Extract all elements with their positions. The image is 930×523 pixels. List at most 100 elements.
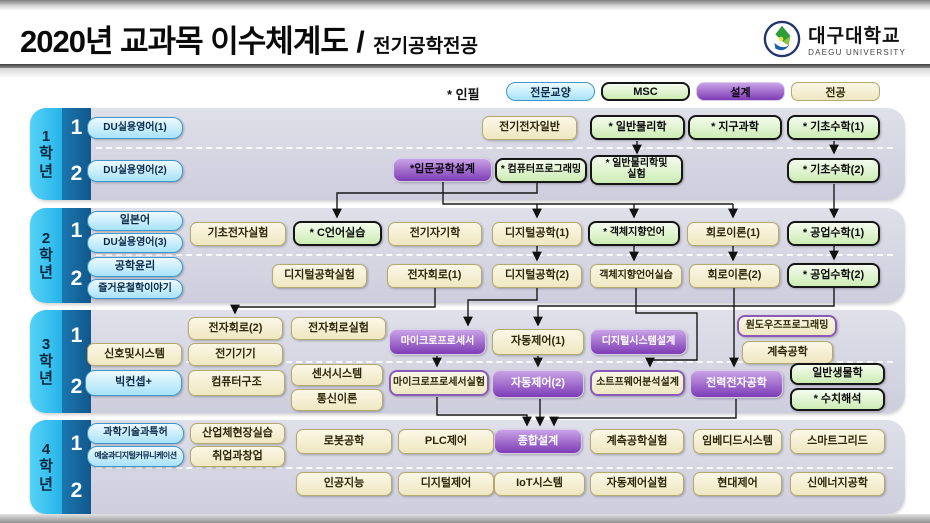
bottom-gradient-strip [0, 514, 930, 523]
course-box: 자동제어(2) [492, 370, 584, 398]
course-box: 빅컨셉+ [85, 370, 182, 396]
title-divider: / [356, 26, 365, 59]
page-title-group: 2020년 교과목 이수체계도 / 전기공학전공 [20, 16, 478, 61]
semester-divider [96, 467, 893, 469]
semester-number-1: 1 [70, 431, 83, 455]
course-box: 전자회로실험 [291, 317, 386, 340]
course-box: 신에너지공학 [790, 472, 885, 496]
course-box: 일본어 [87, 211, 183, 231]
major-subtitle: 전기공학전공 [373, 36, 479, 57]
course-box: 객체지향언어실습 [590, 264, 682, 288]
header-divider-line [0, 64, 930, 68]
university-name: 대구대학교 [808, 25, 901, 47]
course-box: 기초전자실험 [190, 222, 286, 246]
course-box: 자동제어실험 [590, 472, 684, 496]
course-box: * 공업수학(1) [787, 221, 880, 246]
legend: 전문교양 MSC 설계 전공 [506, 82, 880, 101]
course-box: 디지털제어 [398, 472, 494, 496]
course-box: * 기초수학(1) [787, 115, 880, 140]
course-box: 전기전자일반 [482, 116, 577, 140]
university-logo: 대구대학교 DAEGU UNIVERSITY [763, 20, 906, 63]
semester-number-2: 2 [70, 161, 83, 185]
course-box: 통신이론 [291, 389, 383, 411]
legend-item-design: 설계 [696, 82, 785, 101]
university-name-group: 대구대학교 DAEGU UNIVERSITY [808, 27, 906, 57]
course-box: * 컴퓨터프로그래밍 [495, 158, 587, 183]
course-box: 소트프웨어분석설계 [590, 370, 685, 396]
course-box: 일반생물학 [790, 363, 885, 385]
legend-item-major: 전공 [791, 82, 880, 101]
course-box: 전기자기학 [388, 222, 482, 246]
course-box: 디지털공학(2) [492, 264, 582, 288]
course-box: 과학기술과특허 [87, 423, 184, 444]
course-box: 즐거운철학이야기 [87, 279, 183, 299]
course-box: 전자회로(2) [188, 317, 283, 340]
course-box: * 지구과학 [688, 115, 782, 140]
course-box: * C언어실습 [293, 221, 382, 246]
course-box: 취업과창업 [190, 446, 285, 467]
legend-note: * 인필 [447, 87, 480, 102]
course-box: 자동제어(1) [492, 329, 584, 355]
semester-number-2: 2 [70, 375, 83, 398]
semester-number-2: 2 [70, 478, 83, 502]
course-box: 전기기기 [188, 343, 283, 366]
course-box: 전력전자공학 [690, 370, 783, 398]
course-box: 공학윤리 [87, 257, 183, 277]
course-box: PLC제어 [398, 429, 494, 454]
course-box: 예술과디지털커뮤니케이션 [87, 446, 184, 467]
course-box: 로봇공학 [296, 429, 392, 454]
header-fade [0, 68, 930, 78]
course-box: 컴퓨터구조 [188, 370, 285, 396]
course-box: 마이크로프로세서실험 [389, 370, 489, 396]
semester-divider [96, 254, 893, 256]
course-box: 계측공학실험 [590, 429, 684, 454]
course-box: DU실용영어(3) [87, 233, 183, 253]
course-box: IoT시스템 [494, 472, 585, 496]
course-box: 디지털시스템설계 [590, 329, 687, 355]
course-box: 산업체현장실습 [190, 423, 285, 444]
course-box: 원도우즈프로그래밍 [737, 315, 837, 337]
course-box: 계측공학 [742, 341, 833, 364]
course-box: 마이크로프로세서 [389, 329, 486, 355]
course-box: 인공지능 [296, 472, 392, 496]
course-box: 임베디드시스템 [693, 429, 782, 454]
course-box: * 공업수학(2) [787, 263, 880, 288]
course-box: 센서시스템 [291, 364, 383, 386]
legend-item-msc: MSC [601, 82, 690, 101]
course-box: 종합설계 [494, 429, 582, 454]
semester-divider [96, 147, 893, 149]
semester-number-1: 1 [70, 323, 83, 347]
semester-number-1: 1 [70, 219, 83, 242]
course-box: 디지털공학실험 [272, 264, 367, 288]
course-box: 디지털공학(1) [492, 222, 582, 246]
course-box: 신호및시스템 [87, 343, 182, 366]
course-box: 스마트그리드 [790, 429, 885, 454]
course-box: * 객체지향언어 [588, 221, 680, 246]
course-box: DU실용영어(2) [87, 160, 183, 182]
course-box: * 일반물리학및 실험 [590, 155, 683, 185]
semester-number-1: 1 [70, 115, 83, 139]
course-box: 회로이론(2) [689, 264, 780, 288]
semester-divider [96, 361, 893, 363]
semester-number-2: 2 [70, 266, 83, 290]
top-gradient-strip [0, 0, 930, 10]
course-box: * 일반물리학 [590, 115, 685, 140]
course-box: *입문공학설계 [393, 158, 492, 182]
university-emblem-icon [763, 20, 801, 63]
course-box: 전자회로(1) [387, 264, 482, 288]
course-box: DU실용영어(1) [87, 117, 183, 139]
legend-item-ge: 전문교양 [506, 82, 595, 101]
page-title: 2020년 교과목 이수체계도 [20, 24, 349, 59]
course-box: 회로이론(1) [687, 222, 779, 246]
course-box: * 수치해석 [790, 388, 885, 411]
university-name-en: DAEGU UNIVERSITY [808, 47, 906, 57]
course-box: * 기초수학(2) [787, 158, 880, 183]
